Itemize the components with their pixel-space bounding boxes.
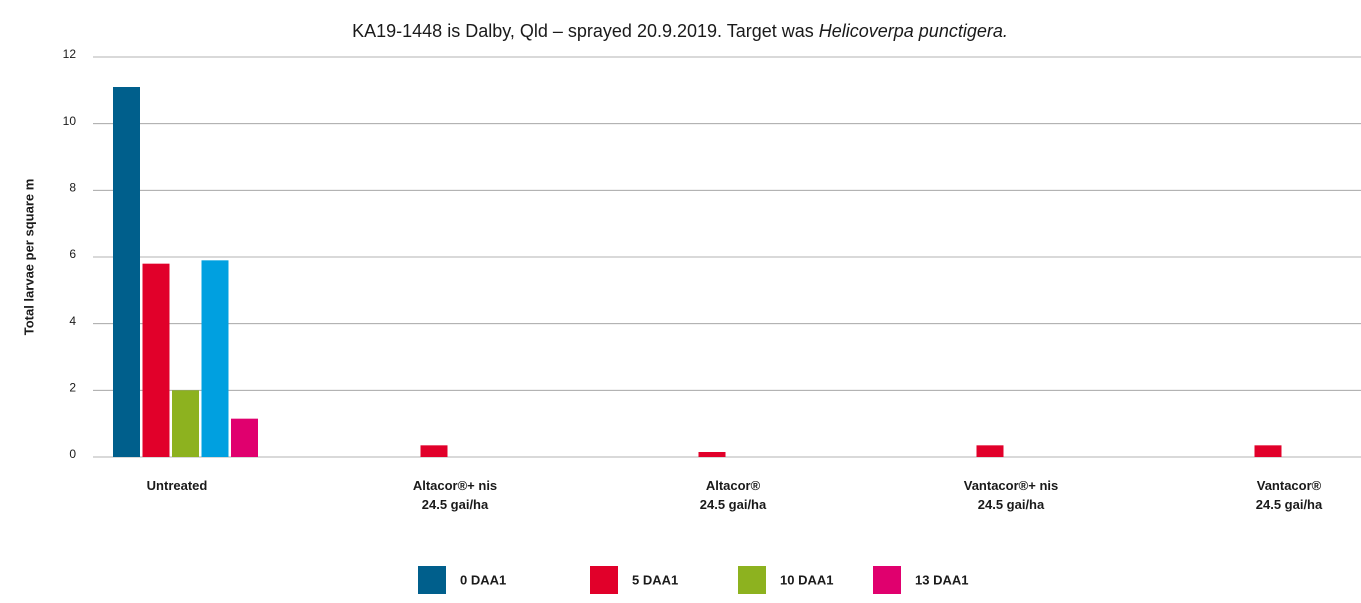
y-axis-label: Total larvae per square m [21,179,36,336]
legend-label: 10 DAA1 [780,572,833,587]
y-tick-label: 0 [69,447,76,461]
bar [1254,445,1282,457]
legend-swatch [738,566,766,594]
y-tick-label: 8 [69,181,76,195]
x-tick-label: Vantacor®+ nis 24.5 gai/ha [964,478,1058,512]
bar [113,87,140,457]
legend-label: 0 DAA1 [460,572,506,587]
y-tick-label: 10 [63,114,77,128]
x-tick-label: Vantacor® 24.5 gai/ha [1256,478,1323,512]
x-tick-line: Altacor®+ nis [413,478,497,493]
legend-label: 5 DAA1 [632,572,678,587]
legend-swatch [418,566,446,594]
bar [231,418,258,457]
y-tick-label: 6 [69,247,76,261]
title-text: KA19-1448 is Dalby, Qld – sprayed 20.9.2… [352,21,819,41]
legend-swatch [590,566,618,594]
bar [172,390,199,457]
y-tick-label: 4 [69,314,76,328]
x-tick-line: Vantacor® [1257,478,1322,493]
x-tick-label: Untreated [147,478,208,493]
x-tick-label: Altacor®+ nis 24.5 gai/ha [413,478,497,512]
x-tick-line: Vantacor®+ nis [964,478,1058,493]
x-tick-line: Altacor® [706,478,761,493]
y-tick-label: 2 [69,381,76,395]
legend-label: 13 DAA1 [915,572,968,587]
x-tick-line: 24.5 gai/ha [1256,497,1323,512]
bar [142,263,170,457]
legend-swatch [873,566,901,594]
y-tick-label: 12 [63,47,77,61]
bar [420,445,448,457]
x-tick-line: 24.5 gai/ha [700,497,767,512]
bar [698,452,726,457]
x-tick-line: Untreated [147,478,208,493]
bar [201,260,229,457]
x-tick-label: Altacor® 24.5 gai/ha [700,478,767,512]
bar [976,445,1004,457]
x-tick-line: 24.5 gai/ha [978,497,1045,512]
chart-title: KA19-1448 is Dalby, Qld – sprayed 20.9.2… [352,21,1008,41]
title-italic: Helicoverpa punctigera. [819,21,1008,41]
x-tick-line: 24.5 gai/ha [422,497,489,512]
